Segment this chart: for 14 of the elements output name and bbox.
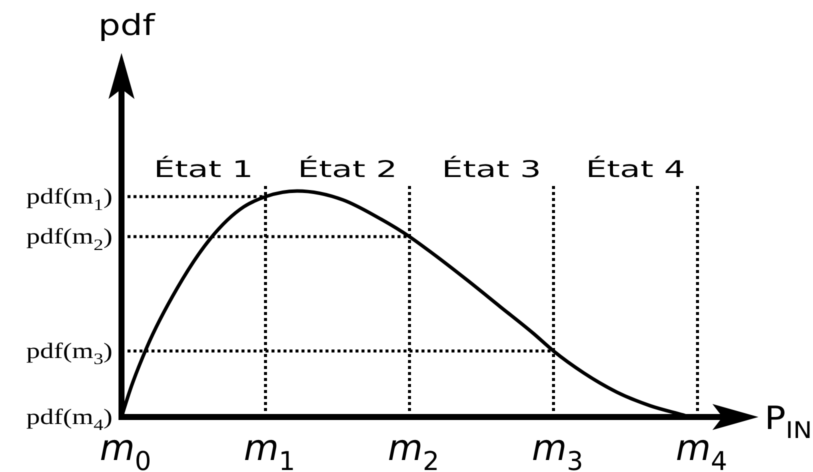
text: État 2 bbox=[298, 155, 398, 183]
x-tick-label: m$_{3}$ bbox=[532, 428, 584, 472]
x-tick-label: m$_{1}$ bbox=[244, 428, 296, 472]
x-axis-title: P$_{IN}$ bbox=[764, 400, 812, 444]
text: État 3 bbox=[442, 155, 542, 183]
text: État 1 bbox=[154, 155, 254, 183]
x-tick-label: m$_{4}$ bbox=[676, 428, 728, 472]
text: État 4 bbox=[586, 155, 686, 183]
annotation: pdf(m$_{4}$) bbox=[26, 405, 112, 434]
annotation: pdf(m$_{1}$) bbox=[26, 185, 112, 214]
text: pdf bbox=[98, 8, 156, 42]
x-tick-label: m$_{2}$ bbox=[388, 428, 440, 472]
annotation: pdf(m$_{2}$) bbox=[26, 225, 112, 254]
annotation: pdf(m$_{3}$) bbox=[26, 339, 112, 368]
